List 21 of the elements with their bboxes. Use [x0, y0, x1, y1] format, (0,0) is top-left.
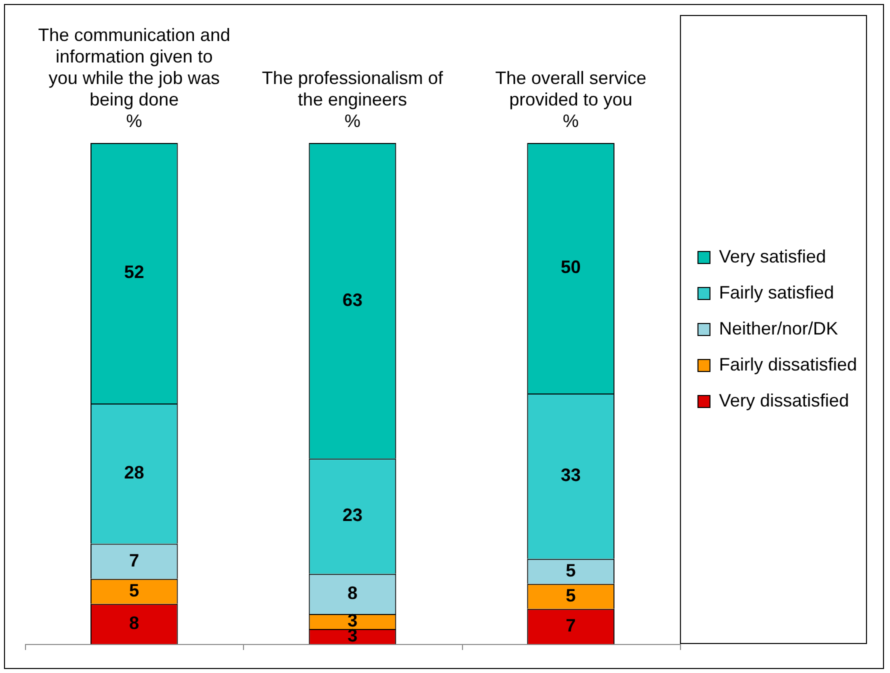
legend-label: Very dissatisfied — [718, 390, 850, 410]
data-label: 5 — [129, 580, 140, 600]
data-label: 23 — [342, 505, 362, 526]
data-label: 7 — [566, 615, 576, 636]
data-label: 5 — [566, 585, 576, 606]
data-label: 28 — [124, 462, 144, 483]
legend-label: Fairly dissatisfied — [718, 354, 858, 374]
x-tick-label: The professionalism of the engineers % — [262, 68, 444, 132]
data-label: 52 — [124, 262, 144, 282]
x-tick-label: The overall service provided to you % — [495, 68, 646, 132]
legend-label: Very satisfied — [718, 246, 826, 266]
data-label: 7 — [129, 550, 140, 570]
legend-label: Fairly satisfied — [718, 282, 834, 302]
data-label: 63 — [342, 290, 362, 310]
data-label: 8 — [347, 582, 358, 603]
data-label: 5 — [566, 560, 576, 580]
x-tick-label: The communication and information given to you while the job was being done % — [38, 24, 230, 132]
data-label: 8 — [129, 612, 140, 633]
data-label: 33 — [560, 465, 581, 486]
legend-label: Neither/nor/DK — [718, 318, 838, 338]
data-label: 50 — [560, 257, 581, 278]
